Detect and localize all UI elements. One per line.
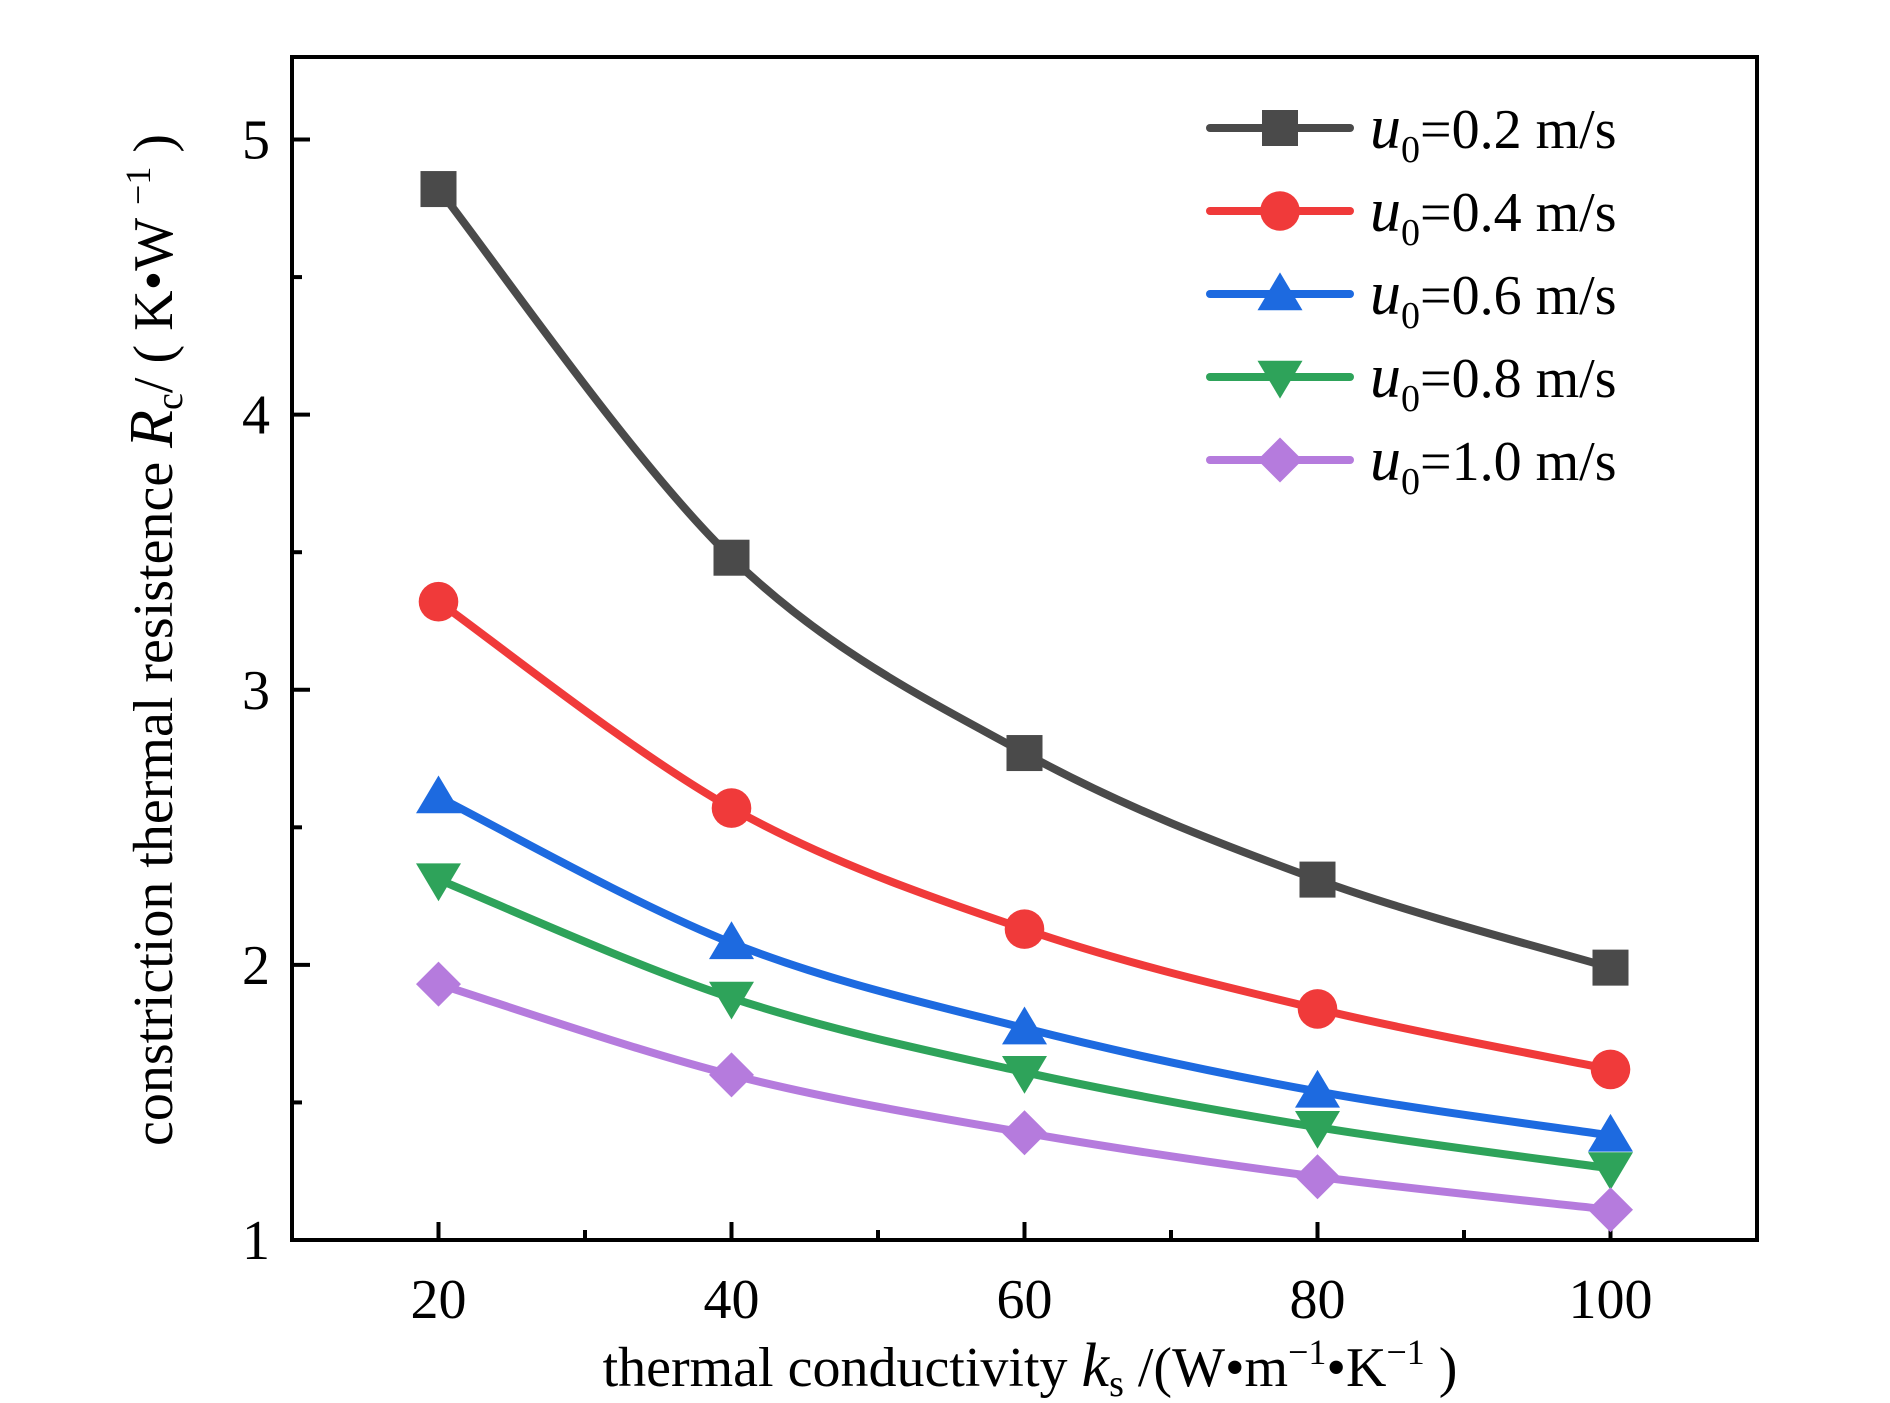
series-markers bbox=[416, 171, 1633, 1233]
x-axis-title-units-a: /(W•m bbox=[1124, 1337, 1288, 1399]
data-point-series-5 bbox=[1588, 1187, 1633, 1233]
y-tick-label: 1 bbox=[242, 1210, 270, 1272]
data-point-series-4 bbox=[1588, 1152, 1633, 1191]
x-axis-title-main: thermal conductivity bbox=[603, 1337, 1082, 1399]
legend-label-1: u0=0.2 m/s bbox=[1370, 94, 1617, 171]
data-point-series-3 bbox=[416, 775, 461, 814]
y-axis-title-exp: −1 bbox=[118, 167, 158, 205]
data-point-series-2 bbox=[1590, 1049, 1631, 1090]
series-line-2 bbox=[434, 597, 1615, 1074]
data-point-series-2 bbox=[711, 788, 752, 828]
y-tick-label: 2 bbox=[242, 935, 270, 997]
series-line-1 bbox=[434, 185, 1615, 972]
y-axis-title-var: R bbox=[118, 410, 186, 449]
x-axis-title: thermal conductivity ks /(W•m−1•K−1 ) bbox=[603, 1332, 1458, 1403]
x-tick-label: 80 bbox=[1290, 1269, 1346, 1331]
data-point-series-3 bbox=[1002, 1006, 1047, 1045]
legend: u0=0.2 m/su0=0.4 m/su0=0.6 m/su0=0.8 m/s… bbox=[1206, 94, 1617, 503]
axis-ticks: 20 40 60 80 100 1 2 3 4 5 bbox=[242, 110, 1653, 1331]
x-axis-title-var: k bbox=[1082, 1332, 1111, 1400]
legend-marker-5 bbox=[1257, 437, 1303, 483]
y-tick-label: 5 bbox=[242, 110, 270, 172]
y-axis-title-sub: c bbox=[149, 393, 191, 410]
data-point-series-4 bbox=[1295, 1111, 1340, 1149]
data-point-series-4 bbox=[1002, 1055, 1047, 1094]
legend-label-5: u0=1.0 m/s bbox=[1370, 426, 1617, 503]
data-point-series-1 bbox=[1592, 949, 1629, 986]
data-point-series-1 bbox=[1299, 861, 1336, 898]
data-point-series-3 bbox=[1588, 1113, 1633, 1152]
x-axis-title-exp1: −1 bbox=[1288, 1332, 1326, 1372]
y-axis-title-units-b: ) bbox=[123, 134, 185, 167]
data-point-series-1 bbox=[1006, 735, 1043, 772]
x-tick-label: 20 bbox=[411, 1269, 467, 1331]
data-point-series-3 bbox=[1295, 1069, 1340, 1108]
y-axis-title: constriction thermal resistence Rc/ ( K•… bbox=[118, 134, 191, 1146]
y-axis-title-units-a: / ( K•W bbox=[123, 205, 185, 393]
data-point-series-1 bbox=[713, 539, 750, 576]
data-point-series-1 bbox=[420, 171, 457, 208]
y-tick-label: 4 bbox=[242, 385, 270, 447]
x-axis-title-units-b: •K bbox=[1326, 1337, 1386, 1399]
y-axis-title-main: constriction thermal resistence bbox=[123, 448, 185, 1146]
data-point-series-5 bbox=[709, 1052, 754, 1098]
legend-label-3: u0=0.6 m/s bbox=[1370, 260, 1617, 337]
legend-label-2: u0=0.4 m/s bbox=[1370, 177, 1617, 254]
y-tick-label: 3 bbox=[242, 660, 270, 722]
data-point-series-2 bbox=[1297, 989, 1338, 1029]
data-point-series-2 bbox=[418, 581, 459, 622]
data-point-series-3 bbox=[709, 921, 754, 960]
legend-marker-2 bbox=[1260, 191, 1300, 231]
data-point-series-5 bbox=[1002, 1110, 1047, 1156]
x-tick-label: 60 bbox=[997, 1269, 1053, 1331]
legend-marker-3 bbox=[1257, 272, 1303, 311]
data-point-series-4 bbox=[709, 981, 754, 1020]
data-point-series-5 bbox=[1295, 1154, 1340, 1200]
data-point-series-2 bbox=[1004, 909, 1045, 949]
x-axis-title-sub: s bbox=[1109, 1363, 1124, 1403]
x-axis-title-units-c: ) bbox=[1425, 1337, 1458, 1399]
legend-marker-4 bbox=[1257, 360, 1303, 399]
x-tick-label: 100 bbox=[1569, 1269, 1653, 1331]
x-tick-label: 40 bbox=[704, 1269, 760, 1331]
x-axis-title-exp2: −1 bbox=[1386, 1332, 1424, 1372]
legend-label-4: u0=0.8 m/s bbox=[1370, 343, 1617, 420]
data-point-series-4 bbox=[416, 863, 461, 902]
legend-marker-1 bbox=[1262, 110, 1298, 146]
data-point-series-5 bbox=[416, 961, 461, 1007]
